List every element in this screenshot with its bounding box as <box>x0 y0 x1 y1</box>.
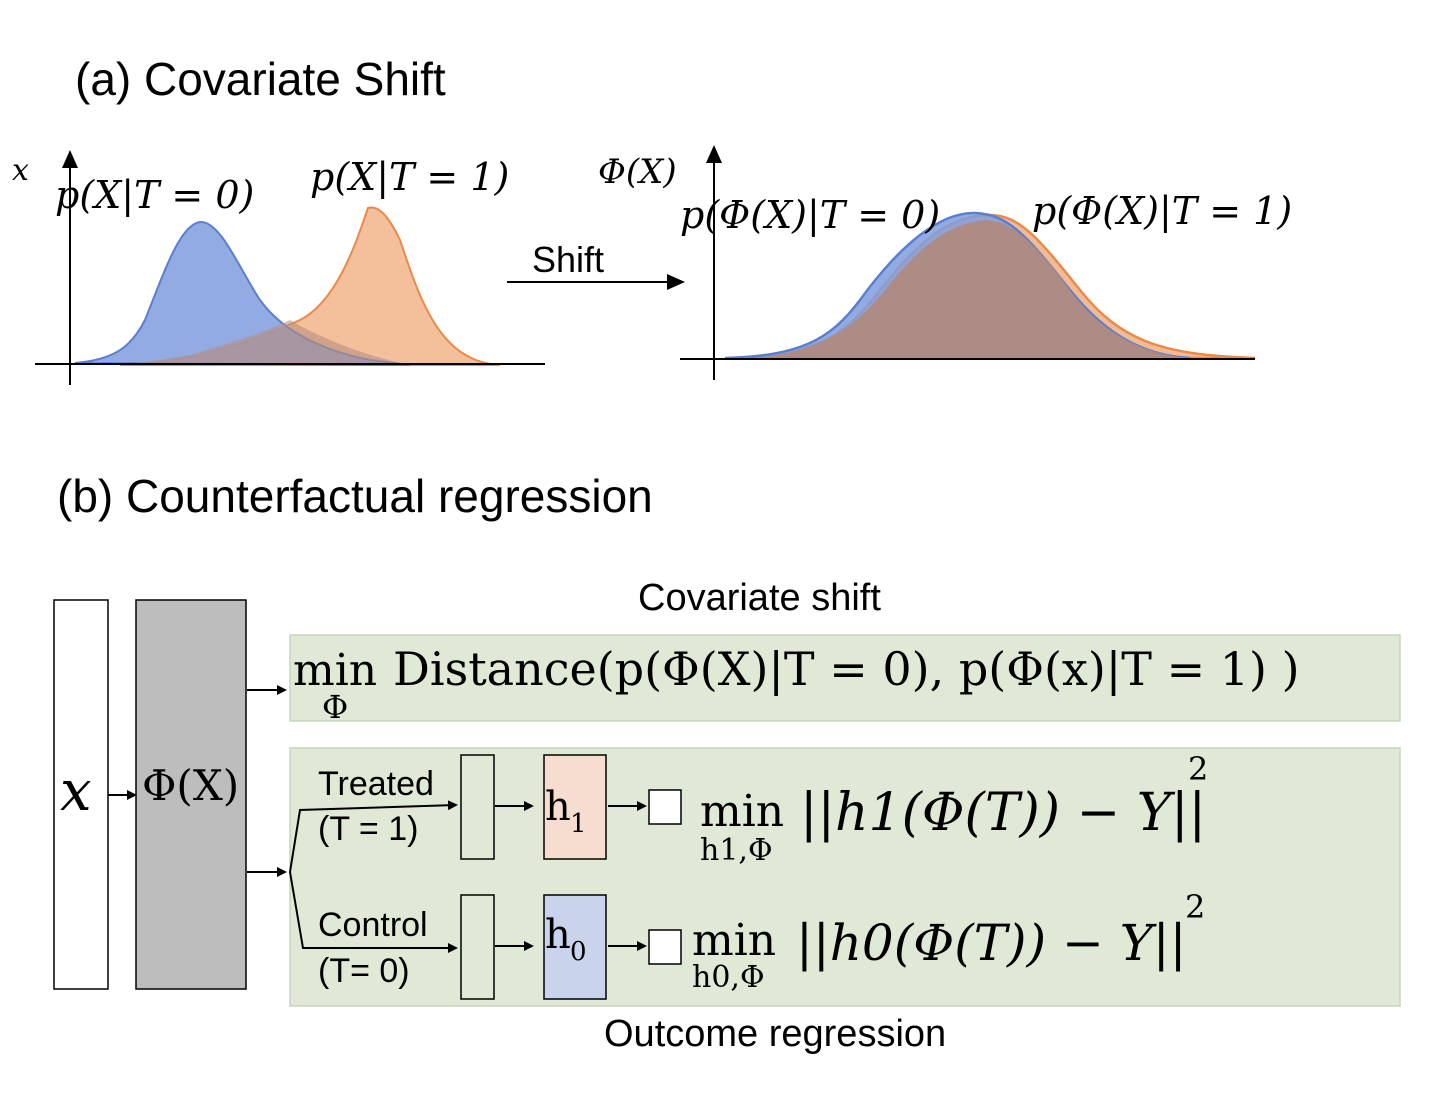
loss0-expression: ||h0(Φ(T)) − Y|| <box>796 914 1186 972</box>
loss1-expression: ||h1(Φ(T)) − Y|| <box>800 783 1206 843</box>
overlap-left <box>120 320 410 365</box>
h1-subscript: 1 <box>570 809 587 839</box>
h1-label: h <box>545 784 571 830</box>
input-box <box>53 599 109 990</box>
shift-arrow-group: Shift <box>507 239 685 290</box>
representation-label: Φ(X) <box>142 761 239 810</box>
covariate-shift-caption: Covariate shift <box>638 577 881 619</box>
h0-subscript: 0 <box>570 937 587 967</box>
overlap-right <box>745 220 1190 358</box>
left-plot: x p(X|T = 0) p(X|T = 1) <box>12 150 545 385</box>
loss0-power: 2 <box>1185 888 1205 926</box>
treated-branch-line <box>289 800 458 873</box>
right-curve0-label: p(Φ(X)|T = 0) <box>680 193 940 237</box>
h0-label: h <box>545 912 571 958</box>
treated-label: Treated <box>318 765 434 803</box>
h1-output-placeholder <box>648 789 682 825</box>
loss1-min: min <box>700 786 784 837</box>
control-label: Control <box>318 906 428 944</box>
control-condition: (T= 0) <box>318 952 410 990</box>
right-curve1-label: p(Φ(X)|T = 1) <box>1032 189 1292 233</box>
h1-box <box>543 754 607 860</box>
distance-expression: Distance(p(Φ(X)|T = 0), p(Φ(x)|T = 1) ) <box>393 642 1300 696</box>
left-y-label: x <box>12 153 29 188</box>
h0-output-placeholder <box>648 929 682 965</box>
panel-a-title: (a) Covariate Shift <box>75 53 446 105</box>
treated-condition: (T = 1) <box>318 810 418 848</box>
treated-layer-box <box>460 754 495 860</box>
outcome-regression-caption: Outcome regression <box>604 1013 946 1055</box>
panel-b-title: (b) Counterfactual regression <box>57 470 653 522</box>
distance-box <box>289 634 1401 722</box>
control-layer-box <box>460 894 495 1000</box>
loss0-min-sub: h0,Φ <box>692 960 765 995</box>
representation-box <box>135 599 247 990</box>
control-branch-line <box>289 871 458 953</box>
distance-min: min <box>293 645 377 696</box>
left-curve0-label: p(X|T = 0) <box>55 173 254 217</box>
loss1-power: 2 <box>1188 750 1208 788</box>
loss0-min: min <box>692 915 776 966</box>
distance-min-sub: Φ <box>322 688 348 726</box>
left-curve1-label: p(X|T = 1) <box>310 155 509 199</box>
h0-box <box>543 894 607 1000</box>
loss1-min-sub: h1,Φ <box>700 833 773 868</box>
shift-label: Shift <box>532 239 604 280</box>
right-plot: Φ(X) p(Φ(X)|T = 0) p(Φ(X)|T = 1) <box>598 145 1292 380</box>
right-y-label: Φ(X) <box>598 152 677 192</box>
input-label: x <box>60 759 92 824</box>
